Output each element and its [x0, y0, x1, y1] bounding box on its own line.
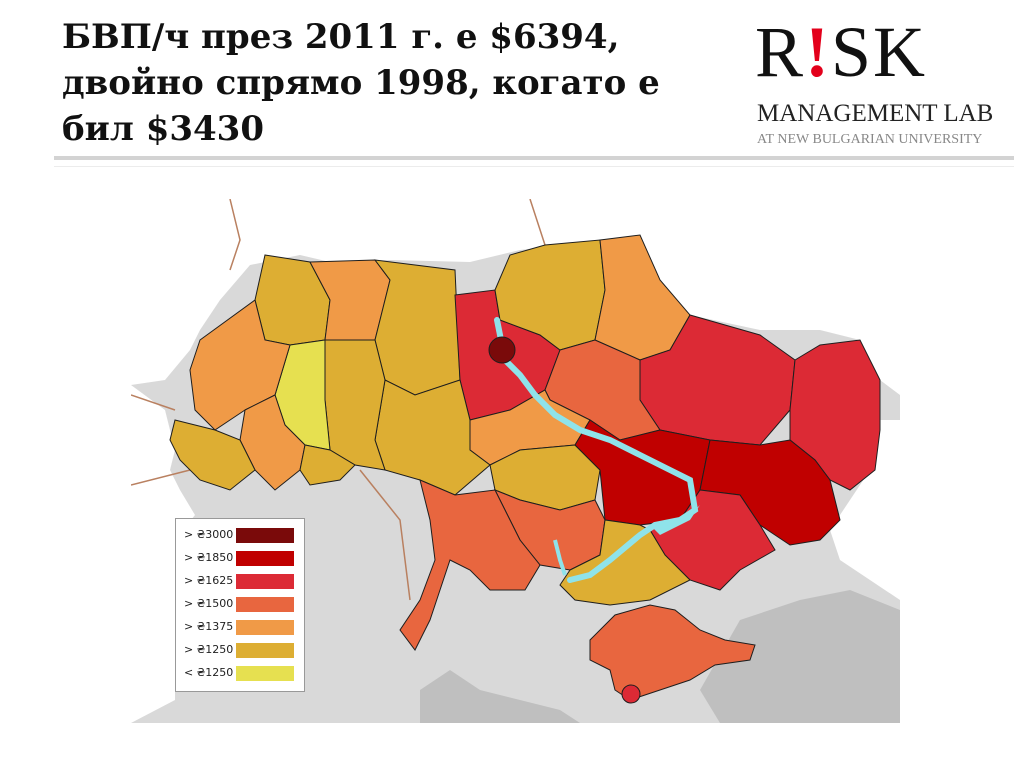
slide-title: БВП/ч през 2011 г. е $6394, двойно спрям…: [62, 14, 742, 152]
land-south-east: [700, 590, 900, 723]
title-divider-thin: [54, 166, 1014, 167]
region-khmelnytskyi: [324, 339, 386, 471]
kakhovka-reservoir: [650, 505, 700, 535]
title-line-3: бил $3430: [62, 109, 264, 149]
ukraine-salary-map: > ₴3000 > ₴1850 > ₴1625 > ₴1500 > ₴1375 …: [131, 199, 900, 723]
legend-swatch: [236, 528, 294, 543]
logo-university: AT NEW BULGARIAN UNIVERSITY: [757, 132, 983, 147]
map-legend: > ₴3000 > ₴1850 > ₴1625 > ₴1500 > ₴1375 …: [175, 518, 305, 692]
legend-item: > ₴1850: [184, 549, 302, 569]
country-border-line-5: [359, 469, 411, 601]
title-line-1: БВП/ч през 2011 г. е $6394,: [62, 17, 620, 57]
legend-label: > ₴1375: [184, 620, 234, 633]
southern-bug-river: [553, 539, 567, 576]
risk-management-lab-logo: R!SK MANAGEMENT LAB AT NEW BULGARIAN UNI…: [755, 12, 1015, 152]
region-chernivtsi: [299, 444, 356, 486]
legend-item: > ₴3000: [184, 526, 302, 546]
neighbor-land-west: [131, 385, 195, 723]
legend-label: > ₴3000: [184, 528, 234, 541]
kyiv-city-marker: [488, 336, 516, 364]
country-border-line-2: [529, 199, 546, 246]
country-border-line-3: [131, 394, 176, 411]
logo-letter-r: R: [755, 12, 806, 92]
oblasts: [169, 234, 881, 701]
logo-letters-sk: SK: [831, 12, 928, 92]
legend-label: > ₴1500: [184, 597, 234, 610]
legend-item: > ₴1250: [184, 641, 302, 661]
legend-label: > ₴1850: [184, 551, 234, 564]
legend-item: < ₴1250: [184, 664, 302, 684]
region-crimea: [589, 604, 756, 701]
title-line-2: двойно спрямо 1998, когато е: [62, 63, 660, 103]
country-border-line-1: [229, 199, 241, 271]
legend-swatch: [236, 551, 294, 566]
title-divider: [54, 156, 1014, 160]
legend-label: > ₴1625: [184, 574, 234, 587]
logo-wordmark: R!SK: [755, 12, 927, 92]
legend-swatch: [236, 643, 294, 658]
legend-item: > ₴1375: [184, 618, 302, 638]
legend-swatch: [236, 597, 294, 612]
neighbor-land-east: [830, 420, 900, 600]
legend-swatch: [236, 574, 294, 589]
legend-label: > ₴1250: [184, 643, 234, 656]
sea-coast-south: [420, 670, 580, 723]
logo-exclamation: !: [805, 12, 832, 92]
legend-label: < ₴1250: [184, 666, 234, 679]
legend-swatch: [236, 666, 294, 681]
legend-item: > ₴1500: [184, 595, 302, 615]
legend-swatch: [236, 620, 294, 635]
logo-subtitle: MANAGEMENT LAB: [757, 100, 994, 127]
country-border-line-4: [131, 469, 191, 486]
neighbor-land-north: [131, 199, 900, 395]
legend-item: > ₴1625: [184, 572, 302, 592]
region-zakarpattia: [169, 419, 256, 491]
region-kherson: [559, 519, 691, 606]
map-svg: [131, 199, 900, 723]
region-odesa: [399, 479, 541, 651]
region-luhansk: [789, 339, 881, 491]
sevastopol-city-marker: [621, 684, 641, 704]
dnipro-river: [494, 317, 699, 583]
